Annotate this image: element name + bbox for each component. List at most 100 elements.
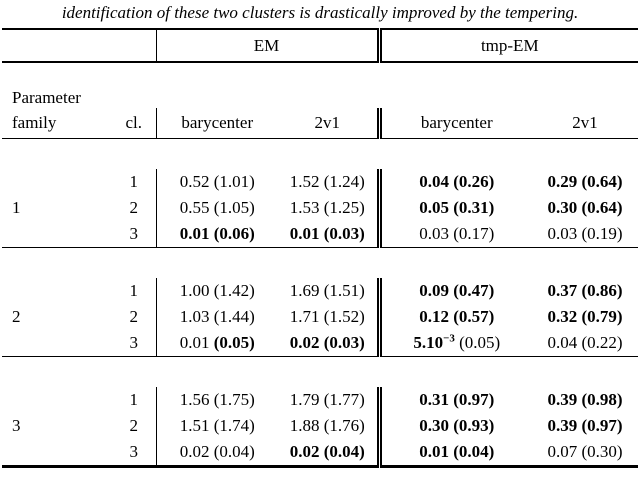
value-text: 0.07 [547,442,578,461]
family-label-cell [2,221,112,248]
table-row-family3-cl2: 3 2 1.51 (1.74) 1.88 (1.76) 0.30 (0.93) 0.39 … [2,413,638,439]
value-text: 0.55 [179,198,210,217]
family-label-cell [2,169,112,195]
table-row-family2-cl1: 1 1.00 (1.42) 1.69 (1.51) 0.09 (0.47) 0.37 (… [2,278,638,304]
cluster-cell: 3 [112,221,156,248]
cell-em-2v1: 0.01 (0.03) [278,221,379,248]
table-row-family2-cl3: 3 0.01 (0.05) 0.02 (0.03) 5.10−3 (0.05) 0.04… [2,330,639,357]
value-text: 0.03 [419,224,449,243]
cell-em-2v1: 1.79 (1.77) [278,387,379,413]
cell-em-barycenter: 1.56 (1.75) [155,387,278,413]
cell-em-barycenter: 1.03 (1.44) [155,304,278,330]
empty-cell [112,62,156,108]
value-text: 1.79 [289,390,320,409]
family-label-cell [2,330,112,357]
empty-cell [532,62,638,108]
spacer-cell [2,357,638,388]
family-label-cell [2,439,112,468]
stddev-text: (0.04) [453,442,495,461]
param-header-line1-row: Parameter [2,62,638,108]
stddev-text: (0.05) [459,333,501,352]
stddev-text: (1.51) [323,281,365,300]
table-header: EM tmp-EM Parameter family cl. barycente… [2,28,639,139]
cell-em-barycenter: 1.51 (1.74) [155,413,278,439]
cell-tmp-barycenter: 0.03 (0.17) [376,221,532,248]
stddev-text: (1.74) [213,416,255,435]
block-spacer-row [2,248,638,279]
value-text: 0.30 [419,416,449,435]
family-label-cell: 1 [12,198,21,217]
cell-em-2v1: 0.02 (0.04) [278,439,379,468]
value-text: 0.02 [289,442,320,461]
cluster-cell: 1 [129,172,139,191]
table-body: 1 0.52 (1.01) 1.52 (1.24) 0.04 (0.26) 0.29 (… [2,139,639,468]
cell-tmp-2v1: 0.04 (0.22) [532,330,639,357]
family-label-cell [2,278,112,304]
cell-em-barycenter: 0.02 (0.04) [155,439,278,468]
stddev-text: (1.42) [213,281,255,300]
stddev-text: (1.77) [323,390,365,409]
cell-em-2v1: 1.52 (1.24) [278,169,379,195]
stddev-text: (1.24) [323,172,365,191]
block-spacer-row [2,139,638,170]
cell-em-2v1: 1.53 (1.25) [278,195,379,221]
stddev-text: (0.17) [453,224,495,243]
cluster-cell: 3 [112,330,156,357]
value-text: 1.88 [289,416,320,435]
stddev-text: (0.05) [213,333,255,352]
cell-tmp-barycenter: 0.12 (0.57) [376,304,532,330]
cell-tmp-2v1: 0.39 (0.97) [532,413,638,439]
results-table: EM tmp-EM Parameter family cl. barycente… [2,28,639,468]
value-text: 1.03 [179,307,210,326]
value-text: 0.37 [547,281,578,300]
value-text: 0.02 [289,333,320,352]
value-text: 0.32 [547,307,578,326]
value-text: 1.53 [289,198,320,217]
value-text: 1.00 [179,281,210,300]
cell-em-barycenter: 0.52 (1.01) [155,169,278,195]
stddev-text: (0.04) [323,442,365,461]
stddev-text: (0.93) [453,416,495,435]
value-text: 1.71 [289,307,320,326]
cell-tmp-2v1: 0.29 (0.64) [532,169,638,195]
cell-tmp-2v1: 0.39 (0.98) [532,387,638,413]
cell-em-2v1: 0.02 (0.03) [278,330,379,357]
stddev-text: (0.03) [323,333,365,352]
value-text: 0.09 [419,281,449,300]
table-row-family1-cl1: 1 0.52 (1.01) 1.52 (1.24) 0.04 (0.26) 0.29 (… [2,169,638,195]
table-row-family3-cl3: 3 0.02 (0.04) 0.02 (0.04) 0.01 (0.04) 0.07 (… [2,439,639,468]
stddev-text: (0.79) [581,307,623,326]
stddev-text: (0.98) [581,390,623,409]
em-group-header: EM [155,28,379,63]
spacer-cell [2,248,638,279]
value-text: 0.39 [547,416,578,435]
stddev-text: (0.64) [581,198,623,217]
value-text: 0.03 [547,224,578,243]
stddev-text: (0.19) [581,224,623,243]
table-row-family2-cl2: 2 2 1.03 (1.44) 1.71 (1.52) 0.12 (0.57) 0.32 … [2,304,638,330]
value-text: 0.02 [179,442,210,461]
em-barycenter-header: barycenter [155,108,278,139]
exponent-text: −3 [443,332,455,345]
group-header-row: EM tmp-EM [2,28,639,63]
spacer-cell [2,139,638,170]
stddev-text: (0.04) [213,442,255,461]
value-text: 1.52 [289,172,320,191]
stddev-text: (1.01) [213,172,255,191]
cluster-cell: 1 [129,390,139,409]
value-text: 0.04 [547,333,578,352]
value-text: 0.31 [419,390,449,409]
stddev-text: (1.52) [323,307,365,326]
cell-tmp-barycenter: 0.04 (0.26) [376,169,532,195]
column-header-row: family cl. barycenter 2v1 barycenter 2v1 [2,108,639,139]
cell-tmp-barycenter: 0.31 (0.97) [376,387,532,413]
value-text: 1.69 [289,281,320,300]
table-row-family3-cl1: 1 1.56 (1.75) 1.79 (1.77) 0.31 (0.97) 0.39 (… [2,387,638,413]
empty-cell [112,28,156,63]
cell-em-barycenter: 0.55 (1.05) [155,195,278,221]
value-text: 0.39 [547,390,578,409]
cell-em-barycenter: 1.00 (1.42) [155,278,278,304]
stddev-text: (0.22) [581,333,623,352]
empty-cell [156,62,278,108]
cell-em-barycenter: 0.01 (0.05) [155,330,278,357]
